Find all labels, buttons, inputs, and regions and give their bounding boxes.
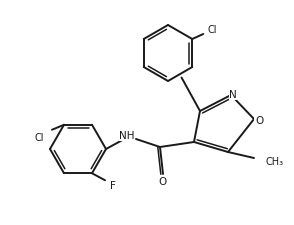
Text: NH: NH bbox=[119, 130, 135, 140]
Text: O: O bbox=[255, 115, 263, 126]
Text: F: F bbox=[110, 180, 116, 190]
Text: O: O bbox=[158, 176, 166, 186]
Text: Cl: Cl bbox=[208, 25, 217, 35]
Text: Cl: Cl bbox=[34, 132, 44, 142]
Text: CH₃: CH₃ bbox=[266, 156, 284, 166]
Text: N: N bbox=[229, 90, 237, 99]
